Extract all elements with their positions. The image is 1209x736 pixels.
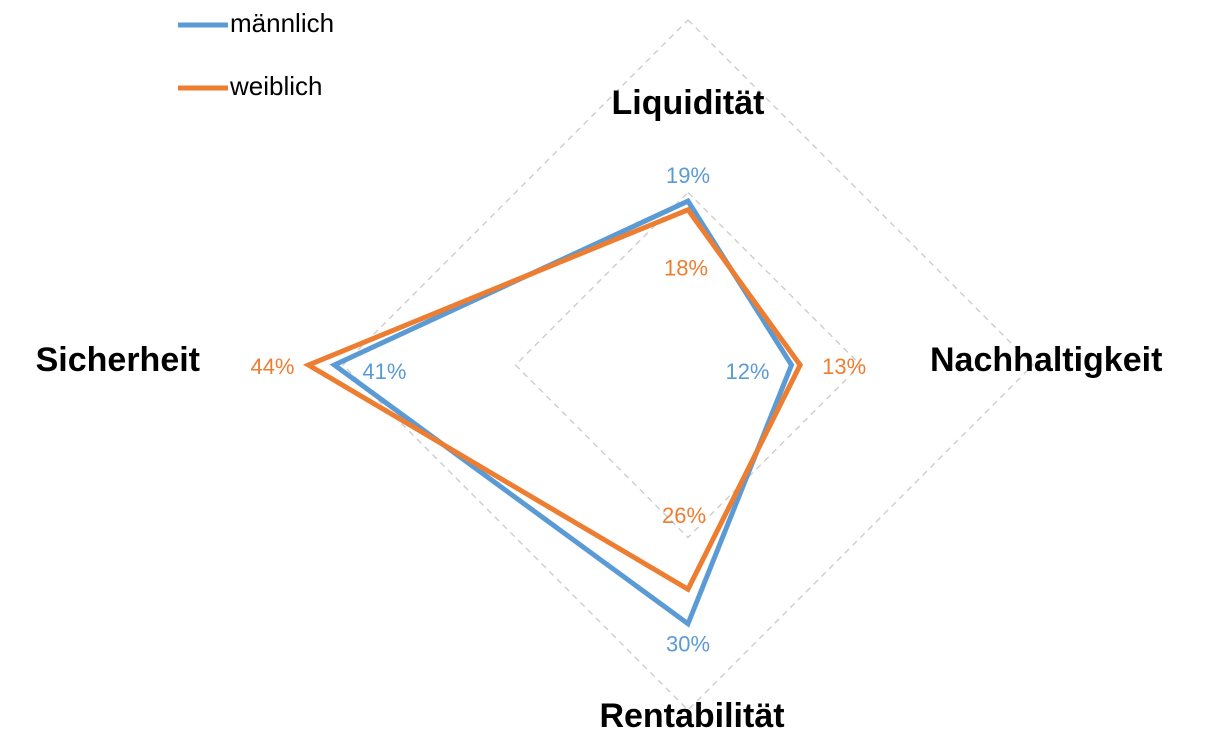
value-label: 18% (664, 256, 708, 281)
series-line (329, 197, 795, 628)
value-label: 44% (250, 354, 294, 379)
category-label: Liquidität (612, 84, 765, 122)
category-label: Sicherheit (36, 341, 200, 379)
legend-label: männlich (230, 8, 334, 38)
value-label: 30% (666, 632, 710, 657)
series-line (302, 206, 804, 593)
grid-ring (514, 191, 862, 539)
value-label: 26% (662, 503, 706, 528)
category-label: Nachhaltigkeit (930, 341, 1162, 379)
value-label: 41% (362, 359, 406, 384)
value-label: 19% (666, 163, 710, 188)
legend-label: weiblich (229, 71, 323, 101)
value-label: 12% (725, 359, 769, 384)
category-label: Rentabilität (599, 697, 784, 735)
value-label: 13% (822, 354, 866, 379)
